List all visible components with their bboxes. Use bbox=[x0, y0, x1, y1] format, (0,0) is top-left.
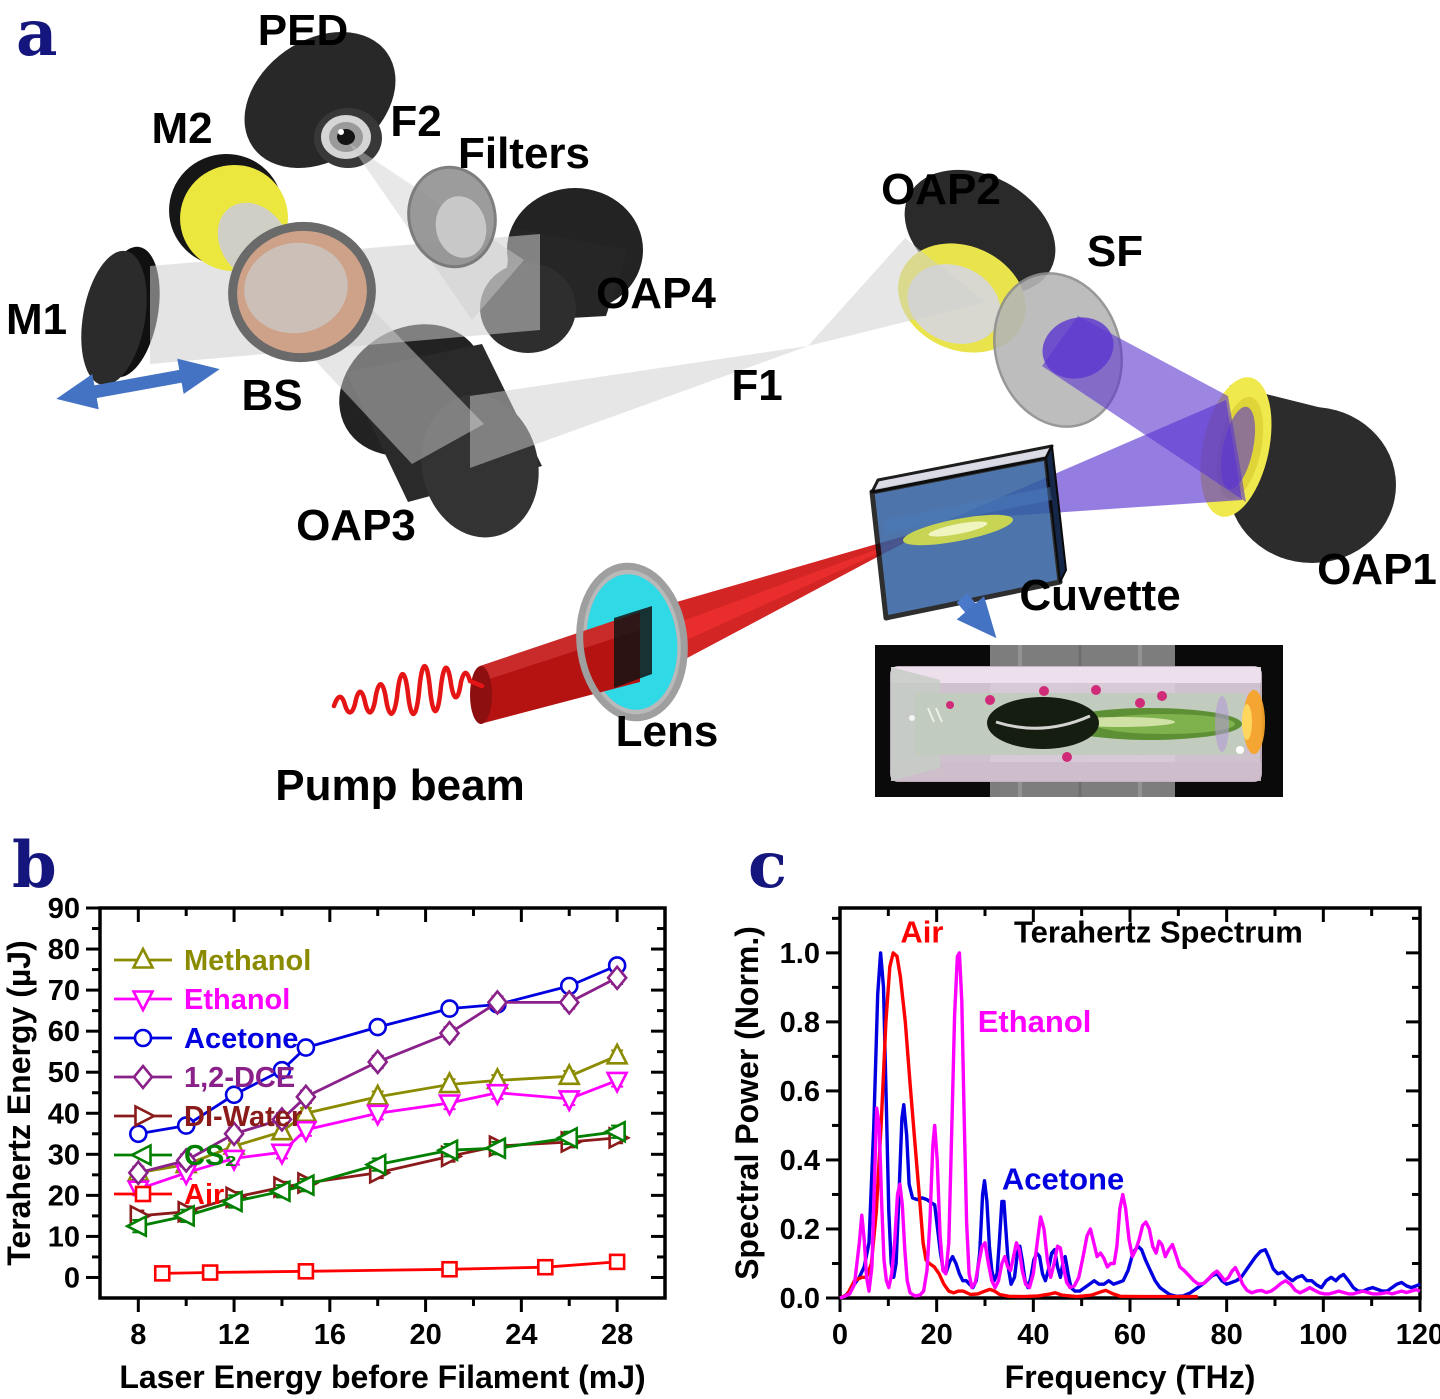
svg-text:Spectral Power (Norm.): Spectral Power (Norm.) bbox=[729, 926, 765, 1280]
cuvette-pointer-arrow bbox=[956, 593, 997, 639]
svg-text:Ethanol: Ethanol bbox=[184, 984, 290, 1016]
svg-text:60: 60 bbox=[48, 1016, 80, 1048]
ped-detector bbox=[244, 31, 396, 169]
svg-text:0.2: 0.2 bbox=[780, 1214, 820, 1246]
label-oap1: OAP1 bbox=[1317, 545, 1437, 594]
label-oap2: OAP2 bbox=[881, 165, 1001, 214]
pump-cone bbox=[642, 528, 932, 682]
label-oap4: OAP4 bbox=[596, 269, 716, 318]
svg-text:30: 30 bbox=[48, 1139, 80, 1171]
filter-disc bbox=[407, 165, 497, 269]
svg-text:80: 80 bbox=[1211, 1319, 1243, 1351]
thz-energy-chart: 8 12 16 20 24 28 0 10 20 30 40 50 60 70 80 90 Methanol Et… bbox=[1, 893, 667, 1395]
svg-text:0.8: 0.8 bbox=[780, 1007, 820, 1039]
svg-text:0.0: 0.0 bbox=[780, 1283, 820, 1315]
svg-text:Terahertz Spectrum: Terahertz Spectrum bbox=[1014, 915, 1303, 950]
cuvette bbox=[869, 444, 1067, 621]
svg-text:120: 120 bbox=[1396, 1319, 1440, 1351]
panel-a-letter: a bbox=[16, 0, 58, 71]
label-filters: Filters bbox=[458, 129, 590, 178]
pump-cylinder bbox=[470, 562, 688, 724]
svg-text:10: 10 bbox=[48, 1221, 80, 1253]
svg-text:Frequency (THz): Frequency (THz) bbox=[1005, 1359, 1256, 1395]
label-f1: F1 bbox=[731, 361, 782, 410]
svg-text:8: 8 bbox=[130, 1319, 146, 1351]
label-ped: PED bbox=[258, 6, 348, 55]
svg-text:Terahertz Energy (µJ): Terahertz Energy (µJ) bbox=[1, 940, 37, 1265]
label-pump-beam: Pump beam bbox=[275, 761, 524, 810]
translation-arrow bbox=[56, 358, 220, 410]
label-cuvette: Cuvette bbox=[1019, 571, 1180, 620]
label-lens: Lens bbox=[616, 707, 719, 756]
label-m2: M2 bbox=[151, 104, 212, 153]
label-bs: BS bbox=[241, 371, 302, 420]
svg-text:1,2-DCE: 1,2-DCE bbox=[184, 1062, 295, 1094]
svg-text:12: 12 bbox=[218, 1319, 250, 1351]
svg-text:20: 20 bbox=[409, 1319, 441, 1351]
cuvette-photo bbox=[875, 645, 1283, 797]
svg-text:0.4: 0.4 bbox=[780, 1145, 820, 1177]
pump-cone-core bbox=[642, 529, 932, 660]
svg-text:Laser Energy before Filament (: Laser Energy before Filament (mJ) bbox=[119, 1359, 645, 1395]
panel-c-letter: c bbox=[748, 828, 787, 903]
svg-text:70: 70 bbox=[48, 975, 80, 1007]
svg-text:60: 60 bbox=[1114, 1319, 1146, 1351]
pump-pulse-squiggle bbox=[331, 664, 485, 717]
svg-text:Acetone: Acetone bbox=[184, 1023, 298, 1055]
label-m1: M1 bbox=[6, 295, 67, 344]
label-sf: SF bbox=[1087, 227, 1143, 276]
svg-text:40: 40 bbox=[1017, 1319, 1049, 1351]
svg-text:28: 28 bbox=[601, 1319, 633, 1351]
label-oap3: OAP3 bbox=[296, 501, 416, 550]
svg-text:0: 0 bbox=[64, 1262, 80, 1294]
m1-mirror bbox=[81, 246, 160, 386]
optical-setup-diagram: PED M2 F2 Filters OAP4 M1 BS OAP3 F1 OAP… bbox=[6, 6, 1437, 810]
svg-text:DI-Water: DI-Water bbox=[184, 1101, 302, 1133]
svg-text:100: 100 bbox=[1299, 1319, 1347, 1351]
svg-text:0: 0 bbox=[832, 1319, 848, 1351]
label-f2: F2 bbox=[390, 97, 441, 146]
svg-text:20: 20 bbox=[48, 1180, 80, 1212]
svg-text:50: 50 bbox=[48, 1057, 80, 1089]
svg-text:24: 24 bbox=[505, 1319, 537, 1351]
svg-text:40: 40 bbox=[48, 1098, 80, 1130]
svg-text:1.0: 1.0 bbox=[780, 938, 820, 970]
thz-spectrum-chart: 0 20 40 60 80 100 120 0.0 0.2 0.4 0.6 0.8 1.0 Air Tera… bbox=[729, 906, 1440, 1395]
svg-text:20: 20 bbox=[921, 1319, 953, 1351]
svg-text:Ethanol: Ethanol bbox=[978, 1004, 1092, 1039]
svg-text:80: 80 bbox=[48, 934, 80, 966]
svg-text:Air: Air bbox=[184, 1179, 224, 1211]
svg-text:Air: Air bbox=[900, 915, 943, 950]
panel-b-letter: b bbox=[12, 828, 57, 903]
svg-text:Methanol: Methanol bbox=[184, 945, 311, 977]
beamsplitter bbox=[228, 221, 376, 363]
svg-text:Acetone: Acetone bbox=[1002, 1161, 1124, 1196]
svg-text:90: 90 bbox=[48, 893, 80, 925]
svg-text:CS₂: CS₂ bbox=[184, 1140, 237, 1172]
svg-text:16: 16 bbox=[314, 1319, 346, 1351]
svg-text:0.6: 0.6 bbox=[780, 1076, 820, 1108]
